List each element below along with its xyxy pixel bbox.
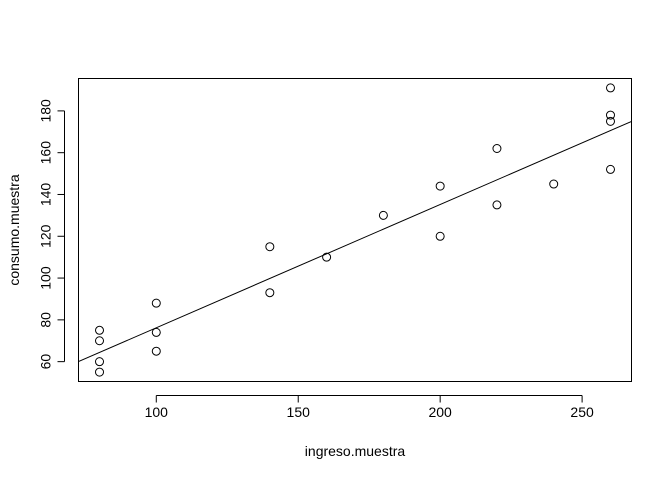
y-tick-label: 60 <box>38 354 54 370</box>
regression-line <box>78 120 632 363</box>
y-tick-label: 180 <box>38 99 54 123</box>
data-point <box>435 231 445 241</box>
data-point <box>151 346 161 356</box>
points-layer <box>95 83 615 377</box>
y-tick-label: 100 <box>38 266 54 290</box>
y-tick-label: 160 <box>38 141 54 165</box>
plot-box <box>78 78 632 382</box>
data-point <box>492 144 502 154</box>
data-point <box>151 298 161 308</box>
regression-line-layer <box>78 120 632 363</box>
data-point <box>151 327 161 337</box>
x-tick-label: 100 <box>145 404 169 420</box>
y-tick-label: 140 <box>38 183 54 207</box>
y-tick-label: 80 <box>38 312 54 328</box>
data-point <box>265 288 275 298</box>
data-point <box>605 110 615 120</box>
data-point <box>95 336 105 346</box>
data-point <box>605 83 615 93</box>
data-point <box>265 242 275 252</box>
data-point <box>95 367 105 377</box>
x-axis-title: ingreso.muestra <box>305 443 406 459</box>
data-point <box>605 164 615 174</box>
x-tick-label: 200 <box>428 404 452 420</box>
data-point <box>95 325 105 335</box>
y-tick-label: 120 <box>38 224 54 248</box>
data-point <box>95 357 105 367</box>
data-point <box>549 179 559 189</box>
data-point <box>322 252 332 262</box>
y-axis: 60 80 100 120 140 160 180 <box>38 99 65 369</box>
y-axis-title: consumo.muestra <box>6 174 22 285</box>
x-tick-label: 250 <box>570 404 594 420</box>
data-point <box>605 116 615 126</box>
x-tick-label: 150 <box>287 404 311 420</box>
data-point <box>378 210 388 220</box>
data-point <box>435 181 445 191</box>
data-point <box>492 200 502 210</box>
x-axis: 100 150 200 250 <box>145 395 594 420</box>
